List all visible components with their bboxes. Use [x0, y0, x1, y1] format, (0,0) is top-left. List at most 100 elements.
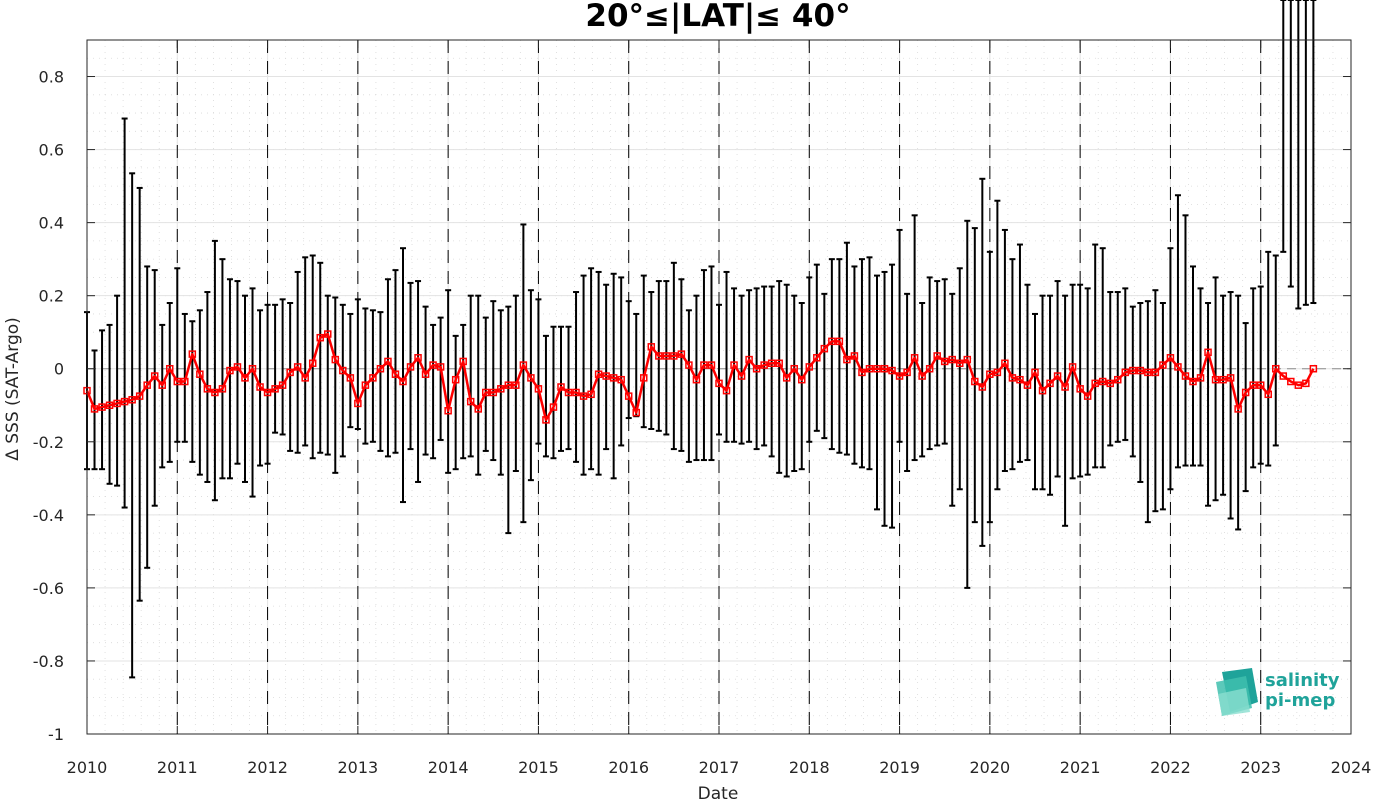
mean-line	[85, 332, 1315, 422]
data-point-marker	[98, 403, 106, 411]
x-tick-label: 2023	[1240, 758, 1281, 777]
data-point-marker	[850, 352, 859, 360]
data-point-marker	[143, 381, 151, 389]
x-tick-label: 2013	[337, 758, 378, 777]
data-point-marker	[707, 361, 716, 369]
data-point-marker	[564, 388, 573, 397]
data-point-marker	[1196, 374, 1205, 382]
data-point-marker	[384, 357, 392, 366]
data-point-marker	[963, 355, 972, 364]
data-point-marker	[903, 368, 911, 377]
data-point-marker	[790, 364, 798, 373]
data-point-marker	[1249, 381, 1257, 389]
data-point-marker	[1106, 379, 1114, 388]
data-point-marker	[166, 364, 174, 373]
data-point-marker	[993, 368, 1002, 377]
data-point-marker	[1211, 375, 1220, 384]
salinity-pi-mep-logo: salinity pi-mep	[1216, 668, 1340, 716]
data-point-marker	[933, 352, 941, 360]
data-point-marker	[910, 354, 919, 362]
data-point-marker	[256, 383, 264, 391]
data-point-marker	[865, 364, 874, 373]
data-point-marker	[978, 383, 987, 391]
data-point-marker	[391, 370, 400, 378]
data-point-marker	[527, 374, 535, 382]
data-point-marker	[647, 343, 656, 351]
data-point-marker	[1068, 363, 1077, 371]
data-point-marker	[211, 388, 219, 397]
x-tick-label: 2024	[1331, 758, 1372, 777]
data-point-marker	[700, 361, 708, 369]
data-point-marker	[504, 381, 513, 389]
data-point-marker	[1241, 388, 1250, 397]
chart-title: 20°≤|LAT|≤ 40°	[585, 0, 850, 34]
data-point-marker	[128, 396, 136, 404]
data-point-marker	[730, 361, 738, 369]
data-point-marker	[1038, 386, 1047, 395]
data-point-marker	[278, 381, 287, 389]
y-tick-label: 0	[54, 360, 64, 379]
data-point-marker	[655, 352, 663, 360]
data-point-marker	[308, 359, 317, 368]
data-point-marker	[632, 408, 640, 417]
data-point-marker	[105, 401, 114, 410]
data-point-marker	[640, 374, 648, 382]
data-point-marker	[414, 354, 422, 362]
data-point-marker	[1272, 364, 1280, 373]
x-axis-label: Date	[698, 784, 739, 801]
data-point-marker	[737, 372, 746, 380]
data-point-marker	[248, 364, 257, 373]
data-point-marker	[120, 397, 129, 406]
data-point-marker	[1076, 385, 1084, 393]
data-point-marker	[346, 374, 355, 382]
data-point-marker	[1309, 364, 1318, 373]
data-point-marker	[752, 364, 761, 373]
data-point-marker	[1046, 379, 1054, 388]
data-point-marker	[534, 385, 543, 393]
logo-text-salinity: salinity	[1265, 670, 1340, 691]
data-point-marker	[459, 357, 467, 366]
data-point-marker	[1083, 392, 1092, 400]
data-point-marker	[1226, 374, 1235, 382]
data-point-marker	[271, 385, 279, 393]
logo-text-pi-mep: pi-mep	[1265, 690, 1335, 711]
data-point-marker	[549, 403, 558, 411]
data-point-marker	[429, 361, 437, 369]
data-point-marker	[609, 374, 618, 382]
data-point-marker	[451, 375, 460, 384]
data-point-marker	[775, 359, 783, 368]
data-point-marker	[1016, 375, 1024, 384]
data-point-marker	[399, 377, 407, 386]
series-markers	[83, 330, 1318, 424]
data-point-marker	[497, 385, 505, 393]
data-point-marker	[798, 375, 806, 384]
data-point-marker	[1279, 372, 1288, 380]
error-bars	[84, 0, 1317, 679]
data-point-marker	[1114, 375, 1122, 384]
data-point-marker	[1219, 375, 1227, 384]
data-point-marker	[677, 350, 686, 358]
x-tick-label: 2022	[1150, 758, 1191, 777]
data-point-marker	[602, 372, 610, 380]
x-tick-label: 2014	[428, 758, 469, 777]
data-point-marker	[1061, 383, 1069, 391]
data-point-marker	[971, 377, 979, 386]
data-point-marker	[444, 406, 452, 415]
data-point-marker	[369, 374, 377, 382]
data-point-marker	[557, 383, 565, 391]
x-tick-label: 2012	[247, 758, 288, 777]
data-point-marker	[880, 364, 889, 373]
data-point-marker	[745, 355, 753, 364]
x-tick-label: 2011	[157, 758, 198, 777]
data-point-marker	[895, 372, 904, 380]
data-point-marker	[226, 366, 234, 375]
data-point-marker	[542, 416, 550, 424]
data-point-marker	[940, 357, 949, 366]
data-point-marker	[113, 399, 121, 408]
data-point-marker	[512, 381, 520, 389]
data-point-marker	[135, 392, 144, 400]
data-point-marker	[594, 370, 603, 378]
data-point-marker	[466, 397, 475, 406]
data-point-marker	[90, 405, 99, 413]
data-point-marker	[1256, 381, 1265, 389]
